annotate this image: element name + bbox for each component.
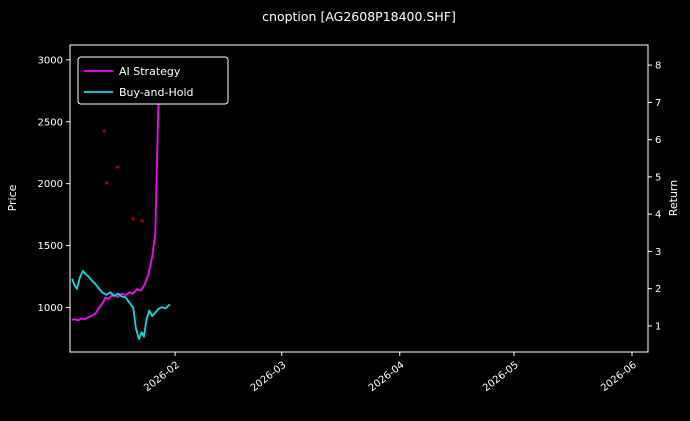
y-tick-label-right: 4 — [655, 210, 661, 221]
x-tick-label: 2026-06 — [599, 360, 639, 394]
chart-title: cnoption [AG2608P18400.SHF] — [262, 9, 456, 24]
legend-label-buy-and-hold: Buy-and-Hold — [119, 86, 194, 99]
y-tick-label-left: 3000 — [38, 55, 63, 66]
right-axis-label: Return — [667, 180, 680, 217]
plot-border — [69, 44, 649, 353]
legend-box — [77, 56, 229, 105]
legend-label-ai-strategy: AI Strategy — [119, 65, 181, 78]
series-line-ai-strategy — [71, 63, 163, 322]
y-tick-label-right: 1 — [655, 321, 661, 332]
y-tick-label-left: 2500 — [38, 117, 63, 128]
trade-marker-dot — [140, 219, 144, 223]
y-tick-label-left: 1000 — [38, 303, 63, 314]
y-tick-label-right: 3 — [655, 247, 661, 258]
left-axis-label: Price — [6, 184, 19, 211]
x-tick-label: 2026-04 — [367, 360, 407, 394]
trade-marker-dot — [131, 217, 135, 221]
legend: AI Strategy Buy-and-Hold — [77, 56, 229, 105]
y-tick-label-right: 6 — [655, 135, 661, 146]
y-tick-label-right: 7 — [655, 98, 661, 109]
x-tick-label: 2026-03 — [249, 360, 289, 394]
x-tick-label: 2026-05 — [481, 360, 521, 394]
y-tick-label-right: 8 — [655, 61, 661, 72]
y-tick-label-left: 2000 — [38, 179, 63, 190]
trade-marker-dot — [105, 181, 109, 185]
x-tick-label: 2026-02 — [142, 360, 182, 394]
y-tick-label-right: 5 — [655, 172, 661, 183]
y-tick-label-left: 1500 — [38, 241, 63, 252]
trade-marker-dot — [102, 129, 106, 133]
y-tick-label-right: 2 — [655, 284, 661, 295]
series-line-buy-and-hold — [71, 269, 171, 340]
trade-marker-dot — [115, 165, 119, 169]
